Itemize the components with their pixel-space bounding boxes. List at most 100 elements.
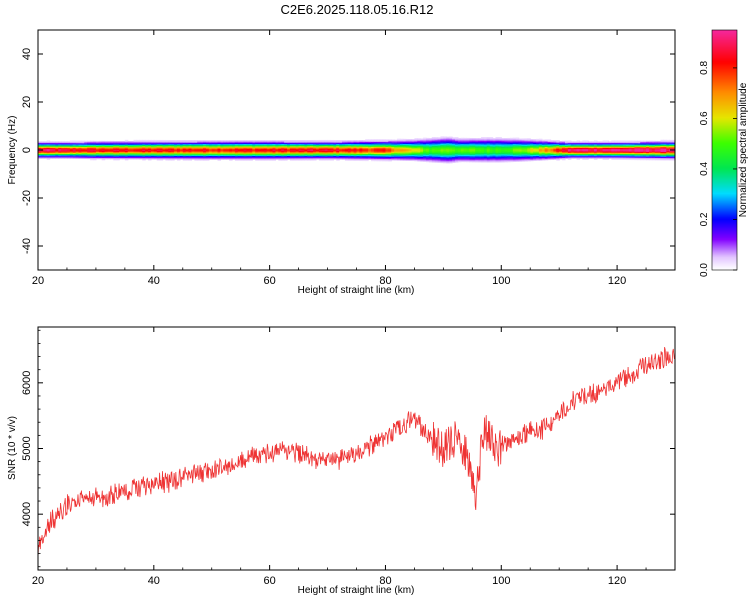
spectrogram-cell [486, 141, 491, 144]
spectrogram-cell [295, 148, 300, 150]
spectrogram-cell [469, 145, 473, 147]
spectrogram-cell [492, 156, 497, 158]
spectrogram-cell [567, 147, 572, 150]
spectrogram-cell [524, 146, 528, 149]
spectrogram-cell [654, 146, 659, 149]
spectrogram-cell [165, 153, 169, 155]
spectrogram-cell [570, 154, 575, 157]
spectrogram-cell [194, 156, 198, 159]
spectrogram-cell [307, 155, 311, 158]
spectrogram-cell [527, 139, 531, 141]
spectrogram-cell [69, 141, 74, 144]
spectrogram-cell [200, 158, 204, 160]
spectrogram-cell [191, 150, 195, 153]
spectrogram-cell [417, 145, 421, 148]
spectrogram-cell [617, 142, 621, 145]
spectrogram-cell [631, 144, 636, 146]
spectrogram-cell [602, 142, 607, 145]
spectrogram-cell [507, 155, 511, 158]
colorbar-step [712, 194, 737, 197]
spectrogram-cell [556, 158, 560, 160]
spectrogram-cell [518, 160, 523, 162]
spectrogram-cell [385, 155, 389, 157]
spectrogram-cell [646, 144, 650, 146]
spectrogram-cell [564, 146, 569, 149]
spectrogram-cell [52, 148, 56, 151]
spectrogram-cell [130, 157, 135, 160]
spectrogram-cell [127, 156, 132, 159]
spectrogram-cell [353, 146, 358, 148]
spectrogram-cell [46, 151, 51, 153]
spectrogram-cell [208, 140, 213, 142]
spectrogram-cell [40, 150, 45, 152]
spectrogram-cell [298, 141, 303, 143]
spectrogram-cell [637, 158, 641, 161]
spectrogram-cell [110, 148, 114, 150]
spectrogram-cell [405, 153, 410, 155]
spectrogram-cell [266, 143, 271, 146]
spectrogram-cell [124, 149, 129, 151]
spectrogram-cell [217, 141, 222, 143]
spectrogram-cell [527, 152, 531, 155]
spectrogram-cell [90, 150, 94, 152]
spectrogram-cell [570, 152, 575, 154]
spectrogram-cell [397, 145, 401, 148]
spectrogram-cell [434, 137, 439, 139]
spectrogram-cell [61, 153, 65, 156]
spectrogram-cell [376, 144, 381, 146]
spectrogram-cell [81, 143, 85, 145]
spectrogram-cell [307, 143, 311, 146]
spectrogram-cell [599, 156, 604, 158]
spectrogram-cell [382, 143, 387, 145]
spectrogram-cell [336, 150, 340, 153]
spectrogram-cell [197, 147, 201, 149]
spectrogram-cell [284, 148, 288, 150]
spectrogram-cell [350, 158, 355, 160]
spectrogram-cell [165, 150, 169, 153]
spectrogram-cell [72, 148, 77, 151]
spectrogram-cell [547, 154, 552, 157]
spectrogram-cell [454, 147, 459, 150]
spectrogram-cell [148, 156, 152, 159]
spectrogram-cell [43, 146, 48, 148]
spectrogram-cell [269, 154, 274, 157]
spectrogram-cell [536, 147, 540, 149]
spectrogram-cell [165, 155, 169, 158]
spectrogram-cell [255, 141, 259, 143]
spectrogram-cell [272, 150, 277, 153]
spectrogram-cell [579, 154, 583, 157]
spectrogram-cell [498, 152, 502, 155]
spectrogram-cell [205, 154, 210, 157]
spectrogram-cell [397, 141, 401, 143]
spectrogram-cell [385, 159, 389, 162]
spectrogram-cell [504, 152, 508, 154]
spectrogram-cell [628, 154, 633, 157]
spectrogram-cell [475, 157, 479, 159]
spectrogram-cell [95, 143, 100, 145]
spectrogram-cell [478, 145, 482, 147]
spectrogram-cell [585, 145, 589, 147]
spectrogram-cell [185, 158, 190, 160]
spectrogram-cell [121, 154, 126, 156]
spectrogram-cell [49, 154, 54, 157]
spectrogram-cell [547, 158, 552, 161]
spectrogram-cell [483, 137, 488, 139]
spectrogram-cell [330, 141, 334, 143]
spectrogram-cell [614, 144, 618, 146]
spectrogram-cell [101, 150, 106, 153]
spectrogram-cell [208, 142, 213, 145]
spectrogram-cell [229, 143, 233, 146]
spectrogram-cell [284, 142, 288, 144]
spectrogram-cell [579, 157, 583, 159]
spectrogram-cell [437, 160, 442, 162]
colorbar-step [712, 122, 737, 125]
spectrogram-cell [498, 161, 502, 163]
spectrogram-cell [420, 148, 424, 150]
spectrogram-cell [318, 142, 323, 144]
spectrogram-cell [617, 150, 621, 152]
spectrogram-cell [150, 149, 155, 152]
snr-xtick-label: 100 [492, 575, 510, 587]
colorbar-step [712, 160, 737, 163]
spectrogram-cell [452, 159, 456, 161]
spectrogram-cell [220, 149, 224, 152]
